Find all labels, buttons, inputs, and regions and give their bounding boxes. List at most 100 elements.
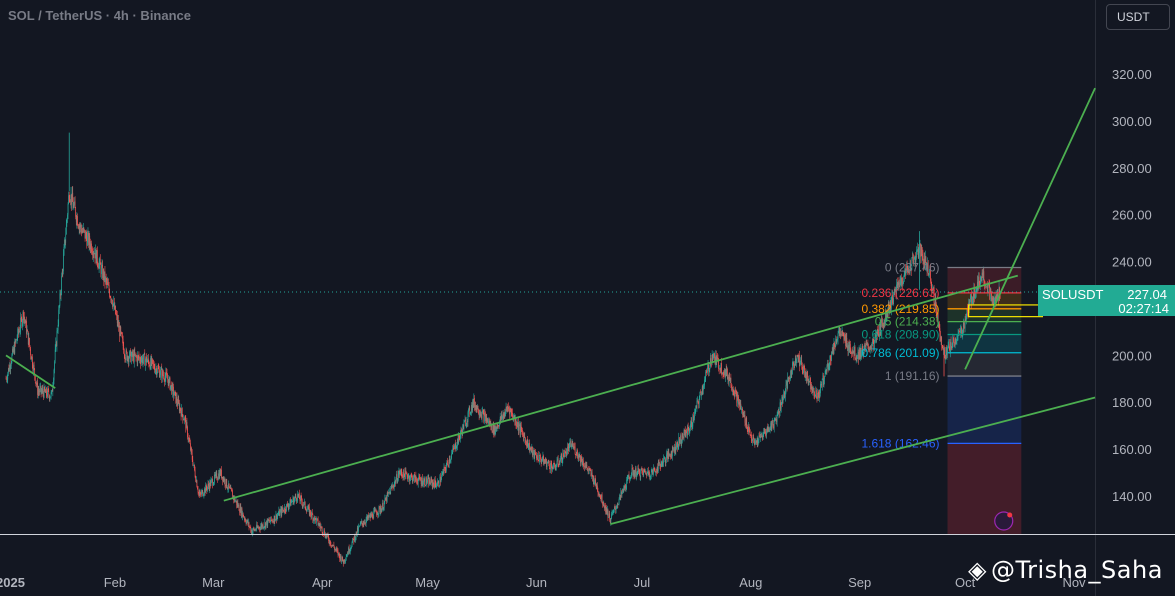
candle-body: [830, 360, 832, 361]
candle-body: [604, 506, 605, 509]
candle-body: [207, 487, 208, 491]
candle-body: [84, 229, 85, 231]
candle-body: [128, 357, 130, 363]
candle-body: [158, 368, 160, 370]
candle-body: [515, 418, 517, 426]
candle-body: [760, 436, 762, 438]
candle-body: [236, 502, 238, 506]
candle-body: [842, 332, 844, 334]
candle-body: [724, 369, 726, 378]
candle-body: [399, 472, 401, 475]
fib-level-label: 0 (237.46): [885, 261, 940, 275]
candle-body: [848, 344, 849, 351]
candle-body: [840, 334, 842, 336]
candle-body: [403, 469, 405, 475]
candle-body: [731, 387, 733, 391]
candle-body: [658, 461, 660, 464]
currency-button[interactable]: USDT: [1106, 4, 1170, 30]
candle-body: [323, 530, 325, 535]
time-axis[interactable]: 2025FebMarAprMayJunJulAugSepOctNov: [0, 575, 1086, 590]
trendlines[interactable]: [5, 87, 1096, 526]
candle-body: [933, 287, 935, 304]
candle-body: [186, 422, 188, 427]
candle-body: [615, 507, 617, 511]
candle-body: [460, 429, 462, 435]
candle-body: [245, 518, 246, 522]
candle-body: [54, 361, 55, 370]
candle-body: [648, 472, 650, 475]
candle-body: [435, 483, 437, 487]
candle-body: [470, 411, 472, 414]
candle-body: [465, 419, 466, 427]
candle-body: [595, 484, 597, 488]
candle-body: [668, 451, 670, 455]
candle-body: [383, 507, 385, 510]
candle-body: [412, 475, 413, 482]
candle-body: [183, 419, 185, 421]
candle-body: [133, 351, 135, 363]
candle-body: [577, 456, 579, 459]
candle-body: [219, 470, 221, 479]
candle-body: [712, 354, 714, 359]
candle-body: [809, 378, 811, 382]
candle-body: [585, 464, 587, 466]
candle-body: [269, 521, 271, 523]
candle-body: [661, 461, 663, 464]
candle-body: [55, 341, 57, 350]
candle-body: [71, 194, 72, 205]
candle-body: [866, 342, 868, 345]
fibonacci-retracement[interactable]: 0 (237.46)0.236 (226.63)0.382 (219.85)0.…: [861, 261, 1043, 451]
candle-body: [624, 484, 626, 489]
candle-body: [39, 391, 40, 393]
candle-body: [294, 497, 296, 500]
candle-body: [417, 479, 419, 484]
candle-body: [67, 214, 68, 220]
candle-body: [29, 345, 31, 349]
candle-body: [938, 322, 940, 325]
candle-body: [282, 509, 284, 511]
candle-body: [160, 369, 161, 375]
candle-body: [685, 431, 687, 437]
candle-body: [437, 481, 439, 483]
candle-body: [287, 503, 288, 507]
candle-body: [225, 479, 227, 487]
candle-body: [467, 420, 468, 422]
candle-body: [929, 270, 930, 276]
candle-body: [910, 270, 912, 271]
candle-body: [416, 479, 418, 483]
candle-body: [249, 526, 250, 528]
candle-body: [194, 464, 195, 471]
candle-body: [197, 489, 199, 493]
candle-body: [310, 510, 311, 515]
candle-body: [701, 395, 702, 396]
fib-zone: [947, 308, 1022, 322]
candle-body: [253, 528, 255, 530]
candle-body: [537, 454, 539, 461]
candle-body: [766, 427, 768, 431]
candle-body: [306, 509, 307, 512]
candle-body: [729, 377, 731, 381]
candle-body: [862, 346, 863, 353]
candle-body: [777, 412, 779, 414]
candle-body: [798, 355, 800, 359]
candle-body: [847, 345, 849, 351]
candle-body: [358, 526, 359, 532]
candle-body: [456, 446, 458, 449]
candle-body: [836, 340, 838, 343]
candle-body: [139, 357, 140, 359]
symbol-info[interactable]: SOL / TetherUS · 4h · Binance: [8, 8, 191, 23]
candle-body: [110, 297, 112, 300]
candle-body: [589, 468, 591, 470]
candle-body: [897, 282, 899, 285]
candle-body: [771, 423, 773, 430]
candle-body: [399, 470, 400, 475]
candle-body: [931, 285, 933, 291]
candle-body: [834, 342, 835, 347]
candle-body: [334, 549, 336, 550]
candle-body: [640, 470, 642, 478]
candle-body: [483, 412, 485, 422]
candle-body: [788, 377, 790, 380]
candle-body: [824, 371, 826, 377]
candle-body: [361, 521, 362, 523]
